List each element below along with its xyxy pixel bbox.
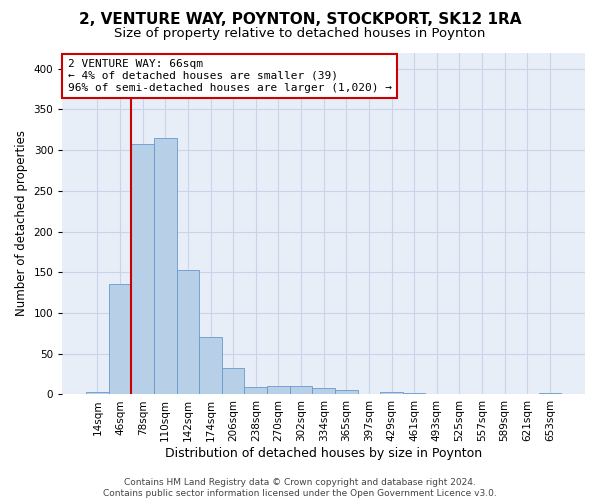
Text: Size of property relative to detached houses in Poynton: Size of property relative to detached ho… <box>115 28 485 40</box>
Bar <box>176 270 199 394</box>
Bar <box>313 388 335 394</box>
Text: 2, VENTURE WAY, POYNTON, STOCKPORT, SK12 1RA: 2, VENTURE WAY, POYNTON, STOCKPORT, SK12… <box>79 12 521 28</box>
Bar <box>267 386 290 394</box>
Bar <box>539 393 561 394</box>
Text: 2 VENTURE WAY: 66sqm
← 4% of detached houses are smaller (39)
96% of semi-detach: 2 VENTURE WAY: 66sqm ← 4% of detached ho… <box>68 60 392 92</box>
Bar <box>109 284 131 395</box>
Bar <box>244 387 267 394</box>
Y-axis label: Number of detached properties: Number of detached properties <box>15 130 28 316</box>
Text: Contains HM Land Registry data © Crown copyright and database right 2024.
Contai: Contains HM Land Registry data © Crown c… <box>103 478 497 498</box>
Bar <box>380 392 403 394</box>
Bar <box>199 338 222 394</box>
X-axis label: Distribution of detached houses by size in Poynton: Distribution of detached houses by size … <box>165 447 482 460</box>
Bar <box>403 393 425 394</box>
Bar <box>154 138 176 394</box>
Bar <box>335 390 358 394</box>
Bar <box>290 386 313 394</box>
Bar <box>222 368 244 394</box>
Bar <box>86 392 109 394</box>
Bar <box>131 144 154 394</box>
